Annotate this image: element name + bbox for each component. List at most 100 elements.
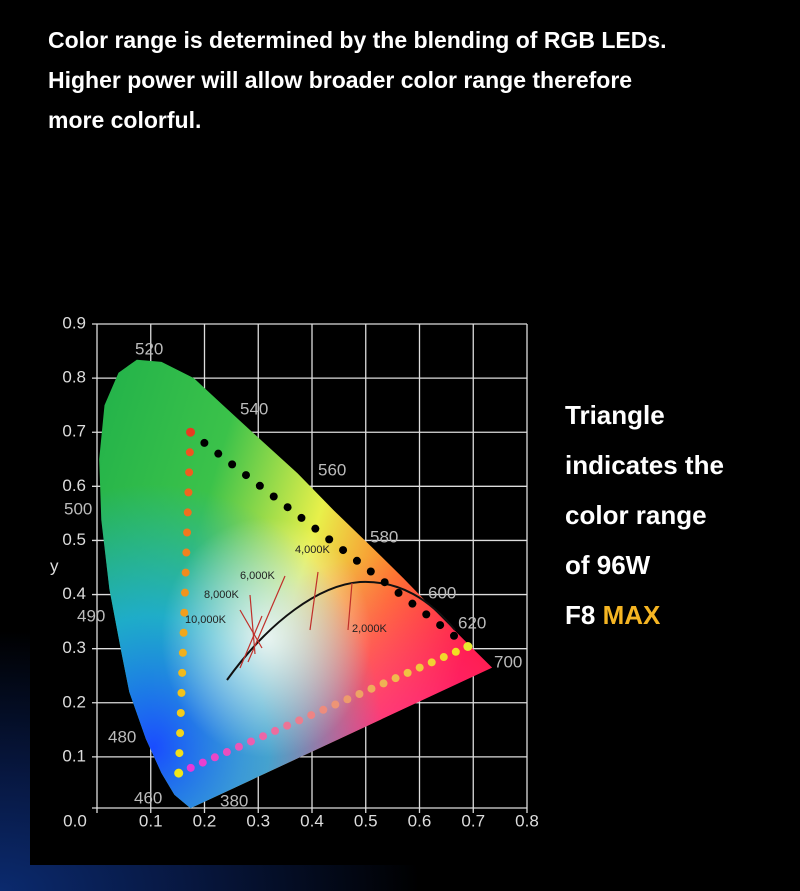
triangle-dot — [439, 653, 448, 662]
side-line: color range — [565, 500, 707, 530]
x-tick-label: 0.4 — [300, 811, 324, 830]
x-tick-label: 0.7 — [461, 811, 485, 830]
y-tick-label: 0.6 — [62, 476, 86, 495]
triangle-dot — [366, 567, 375, 576]
triangle-dot — [269, 492, 278, 501]
x-tick-label: 0.3 — [246, 811, 270, 830]
triangle-dot — [176, 708, 185, 717]
wavelength-label: 490 — [77, 606, 105, 625]
isotherm — [347, 582, 353, 631]
heading-line: Higher power will allow broader color ra… — [48, 67, 633, 93]
triangle-dot — [343, 695, 352, 704]
triangle-dot — [222, 748, 231, 757]
triangle-vertex — [186, 427, 196, 437]
triangle-dot — [415, 663, 424, 672]
x-tick-label: 0.0 — [63, 811, 87, 830]
triangle-dot — [319, 705, 328, 714]
isotherm — [239, 615, 263, 669]
triangle-dot — [295, 716, 304, 725]
triangle-dot — [241, 471, 250, 480]
triangle-dot — [179, 628, 188, 637]
triangle-vertex — [463, 642, 473, 652]
x-tick-label: 0.8 — [515, 811, 539, 830]
side-text: Triangle indicates the color range of 96… — [565, 390, 724, 640]
y-tick-label: 0.7 — [62, 422, 86, 441]
wavelength-label: 520 — [135, 339, 163, 358]
triangle-dot — [331, 700, 340, 709]
triangle-dot — [176, 729, 185, 738]
wavelength-label: 580 — [370, 527, 398, 546]
wavelength-label: 600 — [428, 583, 456, 602]
triangle-dot — [182, 548, 191, 557]
triangle-dot — [234, 742, 243, 751]
wavelength-label: 380 — [220, 791, 248, 810]
highlight: MAX — [602, 600, 661, 630]
triangle-dot — [214, 449, 223, 458]
x-tick-label: 0.6 — [408, 811, 432, 830]
wavelength-label: 480 — [108, 727, 136, 746]
triangle-dot — [283, 721, 292, 730]
triangle-dot — [183, 528, 192, 537]
triangle-dot — [246, 737, 255, 746]
triangle-dot — [186, 763, 195, 772]
triangle-dot — [339, 546, 348, 555]
y-tick-label: 0.9 — [62, 313, 86, 332]
triangle-dot — [178, 668, 187, 677]
triangle-dot — [283, 503, 292, 512]
planckian-locus — [226, 580, 456, 681]
cct-label: 2,000K — [352, 623, 388, 635]
triangle-dot — [271, 726, 280, 735]
x-tick-label: 0.1 — [139, 811, 163, 830]
triangle-dot — [355, 689, 364, 698]
triangle-vertex — [174, 768, 184, 778]
triangle-dot — [307, 711, 316, 720]
triangle-dot — [175, 749, 184, 758]
wavelength-label: 560 — [318, 460, 346, 479]
triangle-dot — [436, 621, 445, 630]
cct-label: 8,000K — [204, 589, 240, 601]
wavelength-label: 460 — [134, 788, 162, 807]
side-line: indicates the — [565, 450, 724, 480]
triangle-dot — [367, 684, 376, 693]
wavelength-label: 500 — [64, 499, 92, 518]
side-line: F8 MAX — [565, 590, 724, 640]
triangle-dot — [451, 647, 460, 656]
triangle-dot — [200, 438, 209, 447]
cct-label: 6,000K — [240, 570, 276, 582]
x-tick-label: 0.2 — [193, 811, 217, 830]
wavelength-label: 620 — [458, 613, 486, 632]
cct-label: 4,000K — [295, 544, 331, 556]
isotherm — [249, 594, 256, 655]
triangle-dot — [422, 610, 431, 619]
triangle-dot — [180, 608, 189, 617]
side-line: Triangle — [565, 400, 665, 430]
isotherm — [309, 571, 319, 631]
triangle-dot — [427, 658, 436, 667]
triangle-dot — [185, 448, 194, 457]
triangle-dot — [228, 460, 237, 469]
y-tick-label: 0.5 — [62, 530, 86, 549]
heading-line: more colorful. — [48, 107, 202, 133]
triangle-dot — [180, 588, 189, 597]
y-tick-label: 0.8 — [62, 368, 86, 387]
y-tick-label: 0.3 — [62, 638, 86, 657]
triangle-dot — [184, 488, 193, 497]
cct-label: 10,000K — [185, 614, 227, 626]
y-axis-label: y — [50, 556, 59, 575]
triangle-dot — [391, 674, 400, 683]
x-tick-label: 0.5 — [354, 811, 378, 830]
y-tick-label: 0.4 — [62, 584, 86, 603]
triangle-dot — [408, 599, 417, 608]
triangle-dot — [210, 753, 219, 762]
triangle-dot — [183, 508, 192, 517]
triangle-dot — [325, 535, 334, 544]
triangle-dot — [297, 513, 306, 522]
triangle-dot — [394, 588, 403, 597]
triangle-dot — [380, 578, 389, 587]
isotherm — [239, 609, 263, 649]
wavelength-label: 700 — [494, 652, 522, 671]
triangle-dot — [185, 468, 194, 477]
triangle-dot — [177, 688, 186, 697]
